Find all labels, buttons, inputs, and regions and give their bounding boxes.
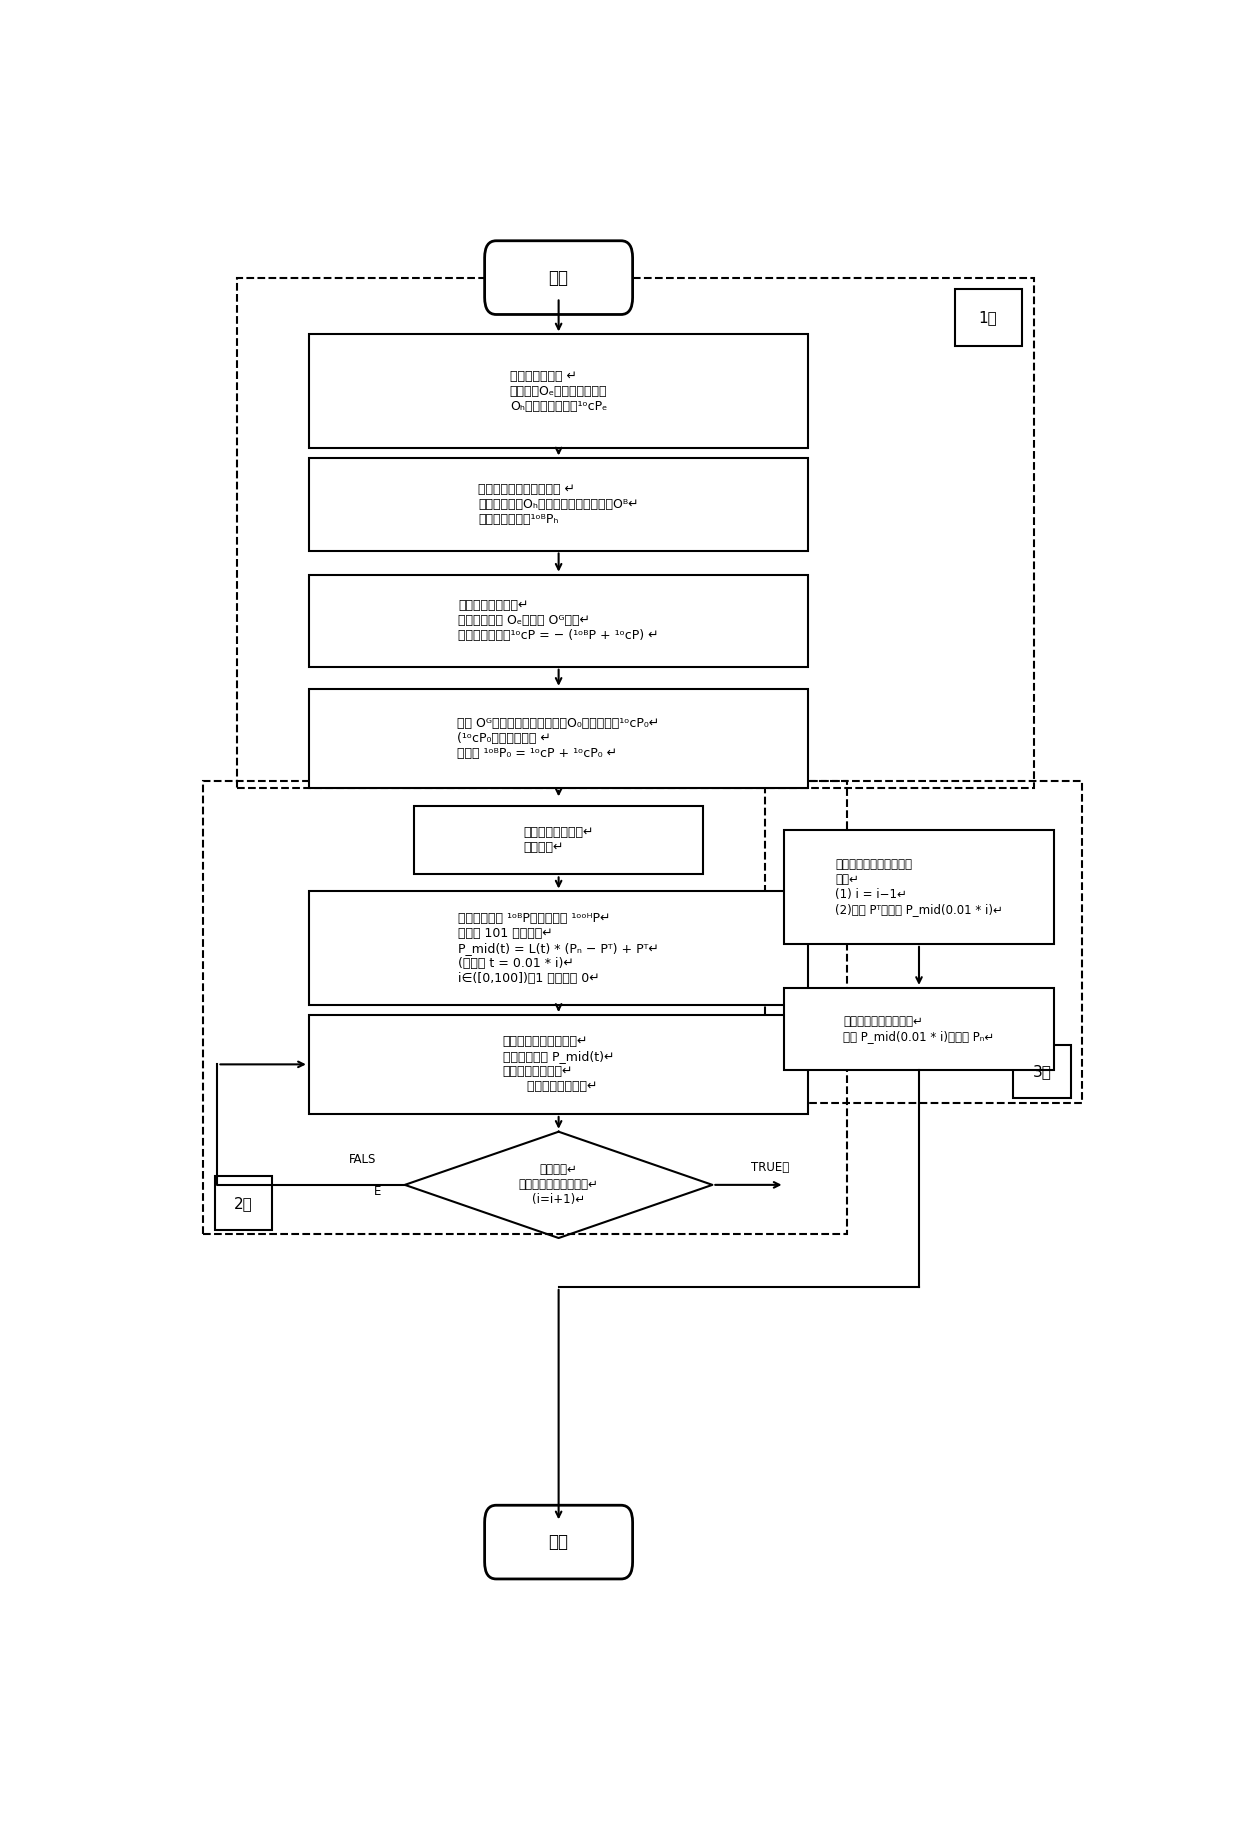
Text: E: E: [373, 1186, 381, 1198]
Text: 直线运动轨迹规划算法↵
起始 P_mid(0.01 * i)，终止 Pₙ↵: 直线运动轨迹规划算法↵ 起始 P_mid(0.01 * i)，终止 Pₙ↵: [843, 1014, 994, 1044]
Bar: [203, 781, 847, 1235]
Text: 2。: 2。: [234, 1197, 253, 1211]
Text: 影像设备确定： ↵
肿瘾坐标Oₑ与病患头顶坐标
Oₕ得到：相对位置¹ᵒcPₑ: 影像设备确定： ↵ 肿瘾坐标Oₑ与病患头顶坐标 Oₕ得到：相对位置¹ᵒcPₑ: [510, 370, 608, 412]
FancyBboxPatch shape: [485, 241, 632, 315]
FancyBboxPatch shape: [485, 1506, 632, 1580]
Bar: [309, 689, 808, 788]
Bar: [414, 806, 703, 874]
Bar: [309, 574, 808, 666]
Text: 五次多项式插居轨迹规划
算法↵
(1) i = i−1↵
(2)起始 Pᵀ，终止 P_mid(0.01 * i)↵: 五次多项式插居轨迹规划 算法↵ (1) i = i−1↵ (2)起始 Pᵀ，终止…: [835, 858, 1003, 917]
Bar: [765, 781, 1083, 1103]
Text: 治疗床运动学逆解算法↵
输入目标状态 P_mid(t)↵
得到：各关节角度↵
      解存在性判定条件↵: 治疗床运动学逆解算法↵ 输入目标状态 P_mid(t)↵ 得到：各关节角度↵ 解…: [503, 1035, 614, 1094]
Text: 已知目标状态 ¹ᵒᴮP与起始状态 ¹ᵒᵒᴴP↵
得到： 101 个中间点↵
P_mid(t) = L(t) * (Pₙ − Pᵀ) + Pᵀ↵
(其中： t =: 已知目标状态 ¹ᵒᴮP与起始状态 ¹ᵒᵒᴴP↵ 得到： 101 个中间点↵ P_…: [459, 911, 658, 985]
Bar: [785, 989, 1054, 1070]
Text: TRUE。: TRUE。: [751, 1162, 789, 1175]
Text: 治疗床颖板传感器确定： ↵
病患头顶坐标Oₕ与治疗床颖板固定坐标Oᴮ↵
得到：相对位置¹ᵒᴮPₕ: 治疗床颖板传感器确定： ↵ 病患头顶坐标Oₕ与治疗床颖板固定坐标Oᴮ↵ 得到：相…: [479, 482, 639, 527]
Text: 开始: 开始: [548, 269, 569, 287]
Bar: [237, 278, 1034, 788]
Bar: [215, 1176, 273, 1230]
Bar: [785, 830, 1054, 944]
Text: 3。: 3。: [1033, 1064, 1052, 1079]
Text: 逆解存在↵
（解存在性判定条件）↵
(i=i+1)↵: 逆解存在↵ （解存在性判定条件）↵ (i=i+1)↵: [518, 1164, 599, 1206]
Bar: [309, 335, 808, 447]
Bar: [955, 289, 1022, 346]
Text: 确定目标运动路径↵
直线运动↵: 确定目标运动路径↵ 直线运动↵: [523, 827, 594, 854]
Text: 靶区 Oᴳ中央与五轴治疗床基座O₀的相对位置¹ᵒcP₀↵
(¹ᵒcP₀为固定参数） ↵
得到： ¹ᵒᴮP₀ = ¹ᵒcP + ¹ᵒcP₀ ↵: 靶区 Oᴳ中央与五轴治疗床基座O₀的相对位置¹ᵒcP₀↵ (¹ᵒcP₀为固定参数…: [458, 716, 660, 760]
Bar: [309, 891, 808, 1005]
Text: 结束: 结束: [548, 1534, 569, 1552]
Text: 1。: 1。: [978, 309, 997, 324]
Text: 肿瘾抗达靶区中央↵
肿瘾所在位置 Oₑ与靶区 Oᴳ重合↵
得到：相对位置¹ᵒcP = − (¹ᵒᴮP + ¹ᵒcP) ↵: 肿瘾抗达靶区中央↵ 肿瘾所在位置 Oₑ与靶区 Oᴳ重合↵ 得到：相对位置¹ᵒcP…: [459, 598, 658, 643]
Bar: [1013, 1044, 1071, 1099]
Bar: [309, 1014, 808, 1114]
Text: FALS: FALS: [348, 1152, 376, 1165]
Bar: [309, 458, 808, 550]
